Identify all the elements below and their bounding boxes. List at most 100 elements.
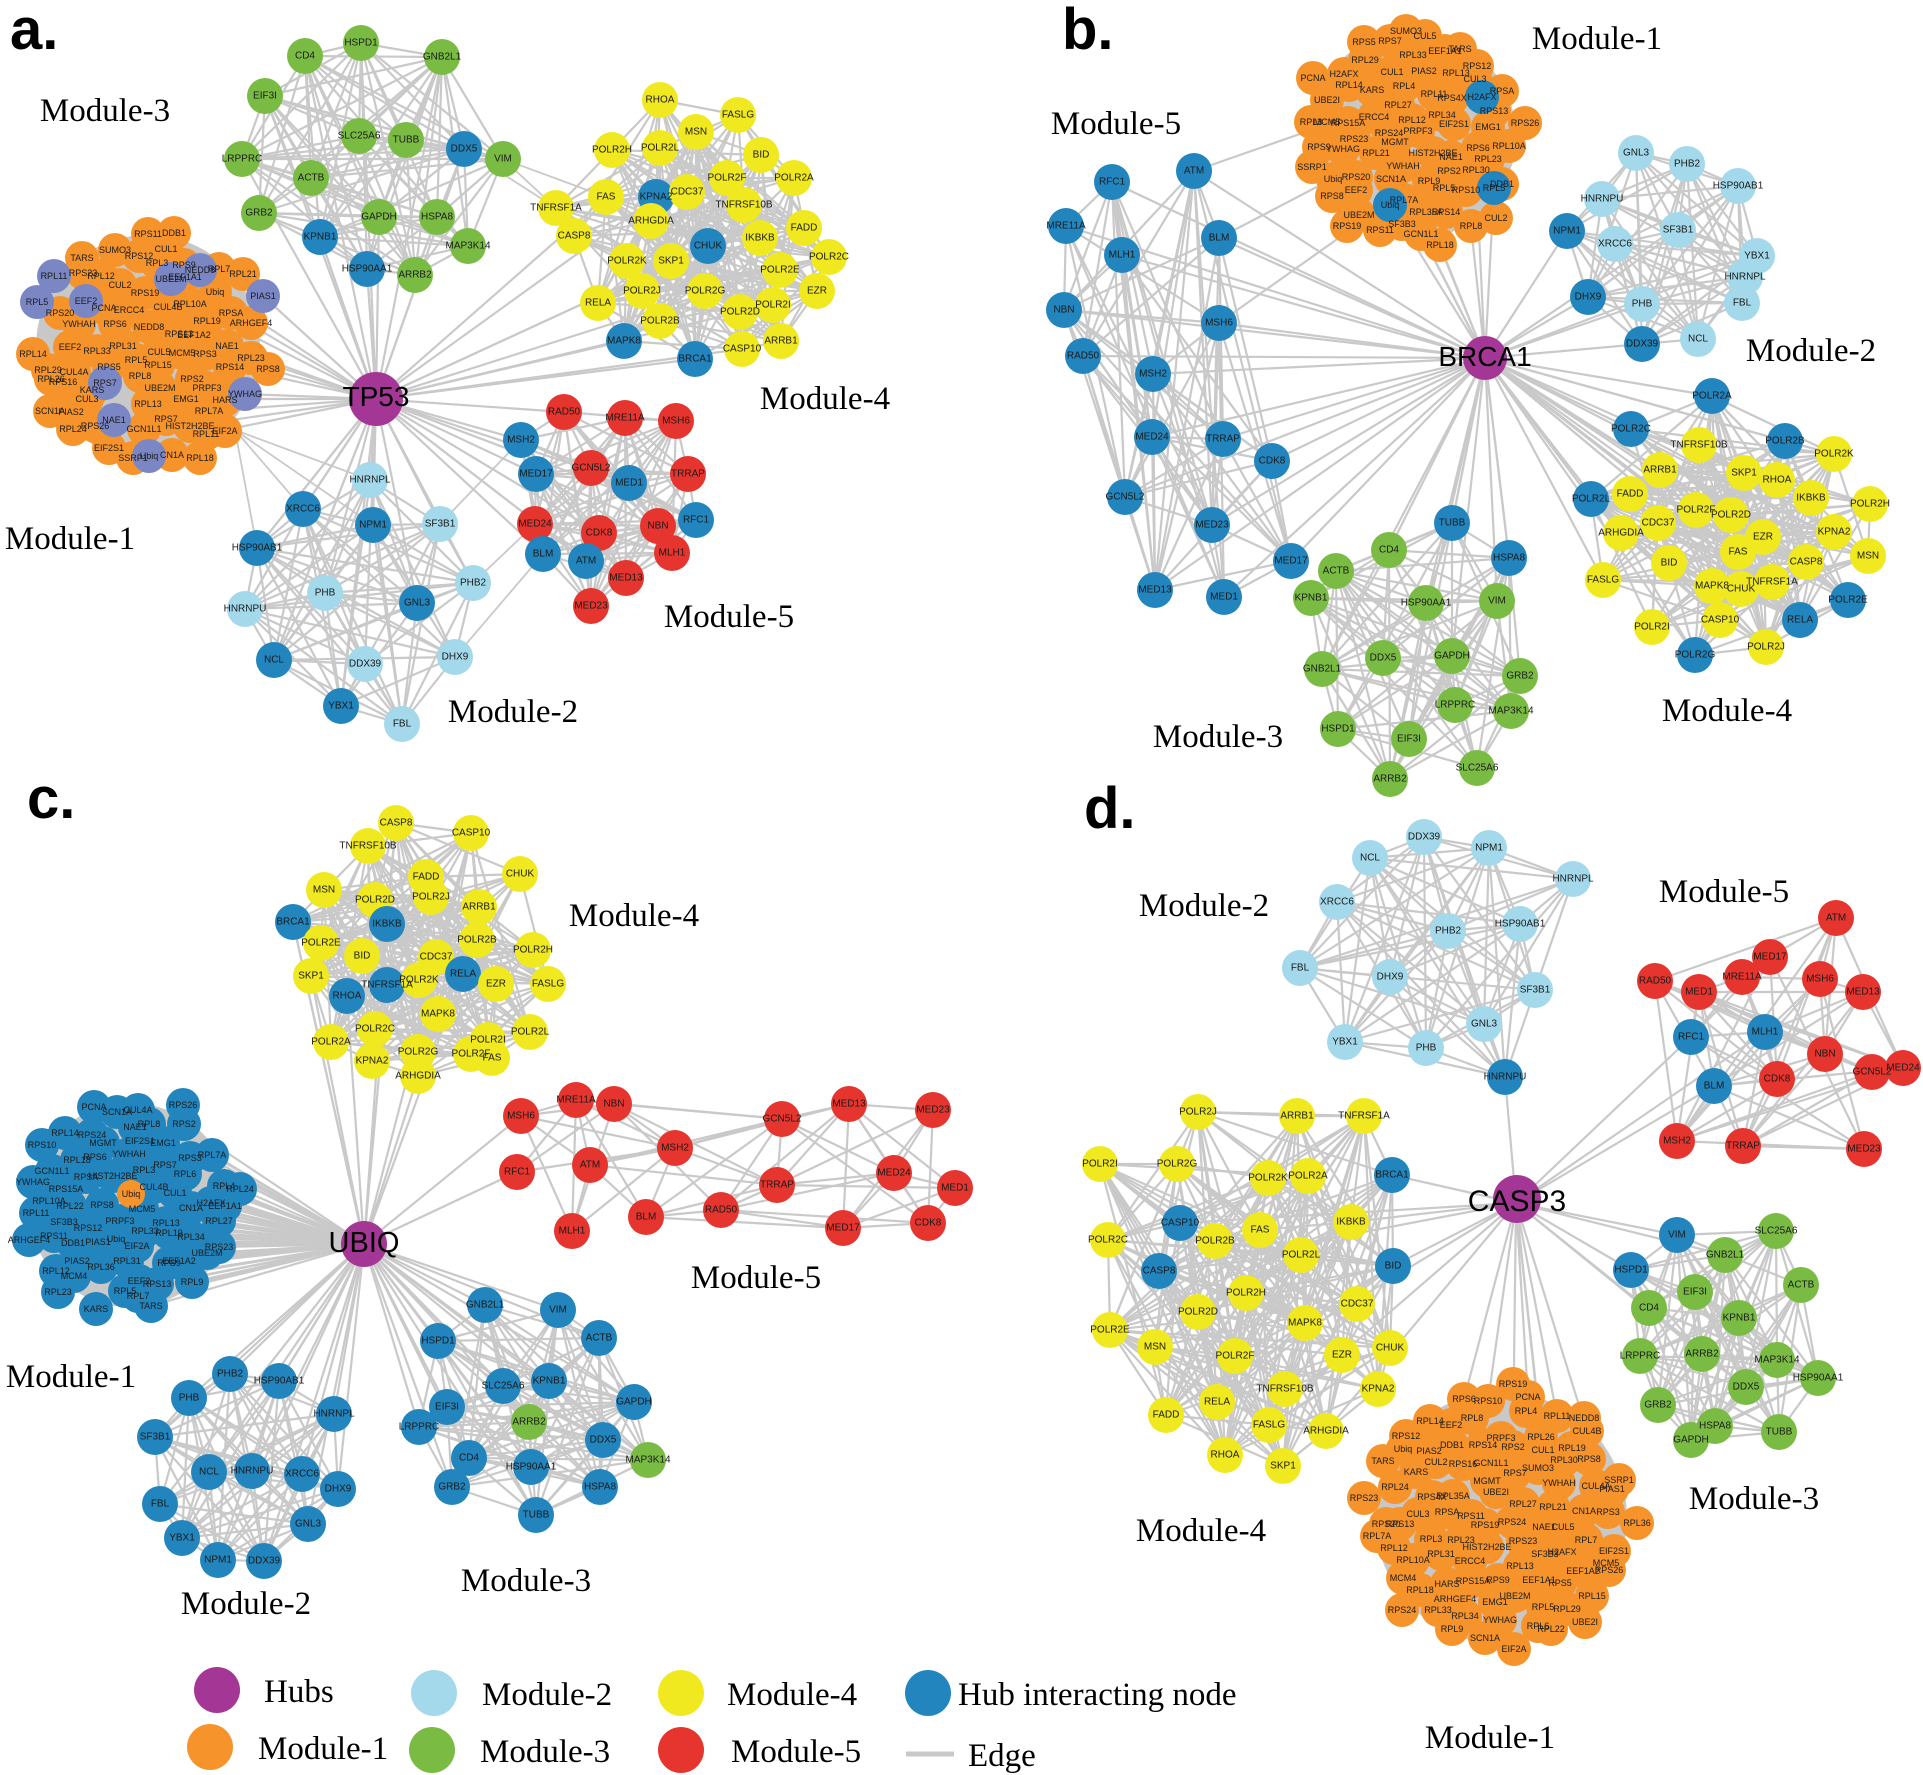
svg-text:EIF2S1: EIF2S1 [94,443,124,453]
svg-text:PHB2: PHB2 [217,1369,244,1380]
svg-text:PIAS2: PIAS2 [1416,1446,1442,1456]
svg-text:EMG1: EMG1 [1482,1597,1508,1607]
svg-text:ACTB: ACTB [1323,566,1350,577]
svg-text:RPS2: RPS2 [172,1119,196,1129]
svg-text:RPL13: RPL13 [1506,1561,1534,1571]
svg-text:RPS13: RPS13 [1386,1519,1415,1529]
svg-text:LRPPRC: LRPPRC [399,1422,440,1433]
svg-text:EMG1: EMG1 [1475,122,1501,132]
svg-text:NPM1: NPM1 [359,520,387,531]
svg-text:MED24: MED24 [1886,1063,1920,1074]
svg-text:RPS15A: RPS15A [49,1184,84,1194]
svg-text:RPL7A: RPL7A [195,406,224,416]
svg-text:POLR2L: POLR2L [1572,494,1611,505]
svg-text:POLR2K: POLR2K [607,256,647,267]
svg-text:POLR2D: POLR2D [1178,1307,1218,1318]
svg-text:NAE1: NAE1 [215,341,239,351]
svg-text:RPS10: RPS10 [28,1140,57,1150]
svg-text:PHB: PHB [179,1393,200,1404]
svg-text:GAPDH: GAPDH [1673,1435,1709,1446]
svg-text:GNL3: GNL3 [404,598,431,609]
svg-text:MLH1: MLH1 [659,548,686,559]
svg-text:HIST2H2BE: HIST2H2BE [88,1171,137,1181]
svg-text:RPL18: RPL18 [1406,1585,1434,1595]
svg-text:UBE2M: UBE2M [155,274,186,284]
svg-text:RPL11: RPL11 [1421,89,1448,99]
svg-text:RPS3: RPS3 [193,349,217,359]
svg-text:RPS11: RPS11 [1366,225,1394,235]
svg-text:FADD: FADD [791,223,818,234]
svg-text:DHX9: DHX9 [325,1484,352,1495]
svg-text:RELA: RELA [585,298,611,309]
svg-text:POLR2K: POLR2K [399,975,439,986]
svg-text:ERCC4: ERCC4 [1359,112,1390,122]
svg-text:NPM1: NPM1 [204,1555,232,1566]
svg-text:PCNA: PCNA [81,1102,106,1112]
svg-text:MAPK8: MAPK8 [421,1009,455,1020]
svg-text:RPS13: RPS13 [143,1279,172,1289]
svg-text:CDC37: CDC37 [1642,518,1675,529]
svg-text:Hub interacting node: Hub interacting node [958,1677,1237,1713]
svg-text:RPS13: RPS13 [165,329,194,339]
svg-text:ARRB1: ARRB1 [1280,1111,1314,1122]
svg-text:UBE2M: UBE2M [1343,210,1374,220]
svg-text:ARRB1: ARRB1 [462,902,496,913]
svg-text:SSRP1: SSRP1 [118,453,148,463]
svg-text:GNL3: GNL3 [1471,1019,1498,1030]
svg-text:SF3B1: SF3B1 [1520,985,1551,996]
svg-text:GRB2: GRB2 [245,208,273,219]
svg-text:POLR2F: POLR2F [1677,505,1716,516]
svg-text:RPL14: RPL14 [19,349,47,359]
svg-text:SUMO3: SUMO3 [1390,26,1422,36]
svg-text:CUL2: CUL2 [1424,1457,1447,1467]
svg-text:RPL6: RPL6 [174,1169,197,1179]
svg-text:CUL3: CUL3 [1406,1509,1429,1519]
svg-text:HNRNPU: HNRNPU [224,604,267,615]
svg-text:SF3B1: SF3B1 [425,519,456,530]
svg-text:CUL4B: CUL4B [139,1182,168,1192]
svg-text:RPL3: RPL3 [1300,117,1323,127]
svg-text:MED17: MED17 [826,1223,860,1234]
svg-text:MSH6: MSH6 [1806,974,1834,985]
svg-text:SF3B3: SF3B3 [1388,219,1416,229]
svg-text:Module-1: Module-1 [258,1731,388,1767]
svg-text:PHB2: PHB2 [1674,159,1701,170]
svg-text:BLM: BLM [1704,1081,1725,1092]
svg-text:KPNA2: KPNA2 [356,1056,389,1067]
svg-text:EEF1A2: EEF1A2 [177,330,211,340]
svg-text:NAE1: NAE1 [102,415,126,425]
svg-text:MLH1: MLH1 [1109,250,1136,261]
svg-text:SF3B1: SF3B1 [140,1432,171,1443]
svg-text:MLH1: MLH1 [1752,1027,1779,1038]
svg-text:RHOA: RHOA [1763,475,1792,486]
svg-text:b.: b. [1062,0,1114,62]
svg-text:RPSA: RPSA [1490,86,1515,96]
svg-text:FADD: FADD [1617,489,1644,500]
svg-text:MGMT: MGMT [1473,1476,1501,1486]
svg-text:SLC25A6: SLC25A6 [338,131,381,142]
svg-text:RPS12: RPS12 [74,1223,103,1233]
svg-text:EIF2A: EIF2A [212,426,237,436]
svg-text:NBN: NBN [1814,1049,1835,1060]
svg-text:RPS5: RPS5 [1352,37,1376,47]
svg-text:PHB2: PHB2 [1435,926,1462,937]
svg-text:NAE1: NAE1 [1532,1522,1556,1532]
svg-text:EZR: EZR [807,286,827,297]
svg-text:DDB1: DDB1 [162,228,186,238]
svg-text:RFC1: RFC1 [504,1167,531,1178]
svg-text:EEF1A2: EEF1A2 [162,1256,196,1266]
svg-text:DDX39: DDX39 [1626,339,1659,350]
svg-text:RPS5: RPS5 [1548,1578,1572,1588]
svg-text:ARRB1: ARRB1 [1643,465,1677,476]
svg-text:EIF3I: EIF3I [435,1402,459,1413]
svg-text:RPS14: RPS14 [216,362,245,372]
svg-text:RPL34: RPL34 [1451,1611,1479,1621]
svg-text:PHB: PHB [315,588,336,599]
svg-text:POLR2F: POLR2F [452,1049,491,1060]
svg-text:RPL7: RPL7 [208,264,231,274]
svg-text:ARRB2: ARRB2 [1685,1349,1719,1360]
svg-text:DDB1: DDB1 [61,1238,85,1248]
svg-text:SCN1A: SCN1A [102,1107,132,1117]
svg-text:d.: d. [1084,776,1136,841]
svg-text:FBL: FBL [151,1499,170,1510]
